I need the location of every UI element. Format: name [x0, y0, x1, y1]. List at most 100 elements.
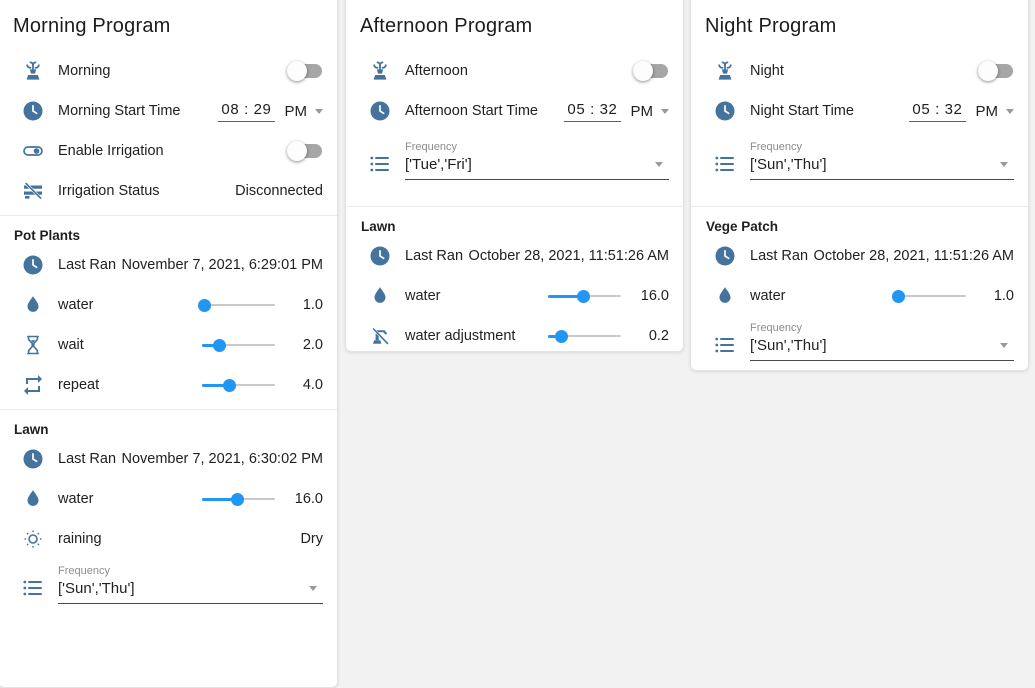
- last-ran-value: October 28, 2021, 11:51:26 AM: [468, 248, 669, 264]
- morning-program-card: Morning Program Morning Morning Start Ti…: [0, 0, 338, 688]
- clock-icon: [368, 99, 392, 123]
- enable-irrigation-toggle[interactable]: [287, 141, 323, 161]
- vege-patch-frequency-row: Frequency ['Sun','Thu']: [705, 318, 1014, 370]
- night-toggle-row: Night: [705, 51, 1014, 91]
- water-slider[interactable]: [548, 286, 621, 306]
- section-header-lawn: Lawn: [361, 219, 396, 234]
- clock-icon: [21, 447, 45, 471]
- last-ran-value: November 7, 2021, 6:30:02 PM: [121, 451, 323, 467]
- night-toggle[interactable]: [978, 61, 1014, 81]
- water-slider[interactable]: [197, 295, 275, 315]
- meridiem-select[interactable]: PM: [284, 102, 308, 120]
- morning-toggle-row: Morning: [13, 51, 323, 91]
- section-header-pot-plants: Pot Plants: [14, 228, 81, 243]
- irrigation-status-row: Irrigation Status Disconnected: [13, 171, 323, 211]
- last-ran-value: October 28, 2021, 11:51:26 AM: [813, 248, 1014, 264]
- frequency-select[interactable]: Frequency ['Tue','Fri']: [405, 137, 669, 180]
- time-input[interactable]: 05 : 32: [564, 101, 621, 122]
- chevron-down-icon[interactable]: [1000, 343, 1008, 348]
- last-ran-label: Last Ran: [405, 248, 464, 264]
- frequency-value: ['Sun','Thu']: [750, 337, 827, 354]
- section-header-lawn: Lawn: [14, 422, 49, 437]
- clock-icon: [21, 99, 45, 123]
- chevron-down-icon[interactable]: [1000, 162, 1008, 167]
- section-header-vege-patch: Vege Patch: [706, 219, 779, 234]
- enable-irrigation-label: Enable Irrigation: [58, 143, 164, 159]
- water-drop-icon: [368, 284, 392, 308]
- afternoon-frequency-row: Frequency ['Tue','Fri']: [360, 137, 669, 189]
- afternoon-start-time-row: Afternoon Start Time 05 : 32 PM: [360, 91, 669, 131]
- toggle-switch-icon: [21, 139, 45, 163]
- night-program-card: Night Program Night Night Start Time 05 …: [690, 0, 1029, 371]
- meridiem-select[interactable]: PM: [630, 102, 654, 120]
- chevron-down-icon[interactable]: [315, 108, 323, 114]
- repeat-value: 4.0: [302, 377, 323, 393]
- afternoon-toggle[interactable]: [633, 61, 669, 81]
- page-title: Morning Program: [13, 15, 171, 37]
- divider: [0, 409, 337, 410]
- water-drop-icon: [21, 487, 45, 511]
- vege-patch-last-ran-row: Last Ran October 28, 2021, 11:51:26 AM: [705, 236, 1014, 276]
- divider: [691, 206, 1028, 207]
- wait-slider[interactable]: [202, 335, 275, 355]
- water-label: water: [58, 491, 94, 507]
- wait-label: wait: [58, 337, 84, 353]
- irrigation-status-label: Irrigation Status: [58, 183, 160, 199]
- fountain-icon: [368, 59, 392, 83]
- morning-toggle[interactable]: [287, 61, 323, 81]
- meridiem-select[interactable]: PM: [975, 102, 999, 120]
- water-slider[interactable]: [202, 489, 275, 509]
- raining-value: Dry: [300, 531, 323, 547]
- frequency-select[interactable]: Frequency ['Sun','Thu']: [750, 137, 1014, 180]
- afternoon-start-time-label: Afternoon Start Time: [405, 103, 538, 119]
- list-icon: [21, 576, 45, 600]
- list-icon: [368, 152, 392, 176]
- repeat-label: repeat: [58, 377, 100, 393]
- afternoon-toggle-label: Afternoon: [405, 63, 468, 79]
- clock-icon: [713, 244, 737, 268]
- time-input[interactable]: 08 : 29: [218, 101, 275, 122]
- water-value: 1.0: [993, 288, 1014, 304]
- water-value: 1.0: [302, 297, 323, 313]
- morning-start-time-label: Morning Start Time: [58, 103, 181, 119]
- afternoon-toggle-row: Afternoon: [360, 51, 669, 91]
- night-start-time-picker: 05 : 32 PM: [909, 101, 1014, 122]
- time-input[interactable]: 05 : 32: [909, 101, 966, 122]
- water-drop-icon: [21, 293, 45, 317]
- chevron-down-icon[interactable]: [309, 586, 317, 591]
- water-slider[interactable]: [892, 286, 966, 306]
- water-adjustment-label: water adjustment: [405, 328, 516, 344]
- last-ran-label: Last Ran: [750, 248, 809, 264]
- repeat-slider[interactable]: [202, 375, 275, 395]
- lawn-water-row: water 16.0: [360, 276, 669, 316]
- frequency-select[interactable]: Frequency ['Sun','Thu']: [750, 318, 1014, 361]
- list-icon: [713, 333, 737, 357]
- frequency-value: ['Sun','Thu']: [58, 580, 135, 597]
- lawn-frequency-row: Frequency ['Sun','Thu']: [13, 561, 323, 613]
- frequency-select[interactable]: Frequency ['Sun','Thu']: [58, 561, 323, 604]
- divider: [346, 206, 683, 207]
- last-ran-label: Last Ran: [58, 451, 117, 467]
- fountain-icon: [21, 59, 45, 83]
- sun-icon: [21, 527, 45, 551]
- chevron-down-icon[interactable]: [1006, 108, 1014, 114]
- night-start-time-label: Night Start Time: [750, 103, 854, 119]
- night-start-time-row: Night Start Time 05 : 32 PM: [705, 91, 1014, 131]
- pot-plants-last-ran-row: Last Ran November 7, 2021, 6:29:01 PM: [13, 245, 323, 285]
- last-ran-value: November 7, 2021, 6:29:01 PM: [121, 257, 323, 273]
- water-adjustment-value: 0.2: [648, 328, 669, 344]
- fountain-icon: [713, 59, 737, 83]
- water-adjustment-slider[interactable]: [548, 326, 621, 346]
- water-label: water: [58, 297, 94, 313]
- lawn-water-adjustment-row: water adjustment 0.2: [360, 316, 669, 356]
- water-drop-icon: [713, 284, 737, 308]
- lawn-water-row: water 16.0: [13, 479, 323, 519]
- water-value: 16.0: [294, 491, 323, 507]
- water-label: water: [750, 288, 786, 304]
- wait-value: 2.0: [302, 337, 323, 353]
- frequency-value: ['Tue','Fri']: [405, 156, 472, 173]
- divider: [0, 215, 337, 216]
- chevron-down-icon[interactable]: [655, 162, 663, 167]
- chevron-down-icon[interactable]: [661, 108, 669, 114]
- frequency-label: Frequency: [750, 141, 802, 153]
